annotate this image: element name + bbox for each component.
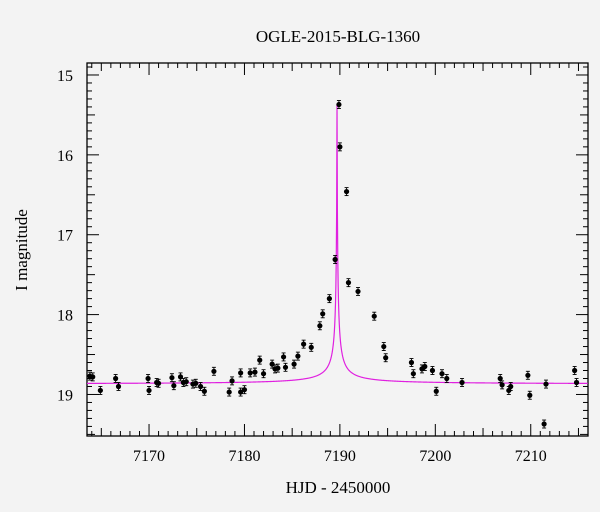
data-point [345, 280, 352, 286]
data-point [408, 359, 415, 366]
data-point [197, 383, 204, 390]
data-point [97, 387, 103, 394]
data-point [499, 382, 505, 388]
data-point [183, 379, 189, 385]
data-point [275, 365, 281, 371]
data-point [508, 383, 514, 390]
data-point [171, 383, 177, 389]
data-point [308, 344, 314, 350]
data-point [169, 375, 175, 381]
data-point [115, 383, 122, 390]
data-point [238, 370, 244, 376]
x-tick-label: 7190 [324, 448, 356, 465]
x-axis-label: HJD - 2450000 [286, 478, 391, 497]
x-tick-label: 7180 [228, 448, 260, 465]
data-point [280, 354, 287, 360]
data-point [371, 313, 377, 319]
axis-ticks: 7170 7180 7190 7200 7210 15 16 17 18 19 [57, 63, 589, 465]
model-curve-layer [87, 104, 588, 384]
x-tick-label: 7200 [419, 448, 451, 465]
data-point [155, 380, 162, 386]
y-tick-label: 18 [57, 308, 73, 325]
data-point [459, 379, 465, 386]
data-point [201, 388, 207, 394]
data-point [541, 421, 547, 427]
data-point [301, 341, 307, 347]
data-point [355, 288, 361, 295]
data-point [527, 392, 533, 398]
data-point [573, 379, 580, 386]
data-point [381, 343, 387, 350]
data-point [543, 381, 549, 387]
data-point [439, 371, 445, 377]
data-point [336, 101, 342, 108]
data-point [241, 387, 248, 393]
data-point [433, 388, 439, 394]
data-point [257, 357, 263, 363]
data-point [337, 144, 343, 150]
data-point [145, 375, 151, 382]
data-point [229, 378, 235, 384]
chart-title: OGLE-2015-BLG-1360 [256, 27, 420, 46]
data-point [282, 364, 289, 370]
data-point [252, 369, 258, 375]
data-point [295, 353, 301, 359]
data-point [238, 389, 244, 395]
data-point [211, 368, 217, 374]
data-point [525, 372, 531, 378]
data-point [383, 355, 389, 361]
y-axis-label: I magnitude [12, 209, 31, 291]
data-point [332, 256, 338, 263]
data-points-layer [87, 100, 580, 429]
data-point [317, 323, 323, 329]
data-point [193, 380, 199, 386]
data-point [247, 370, 253, 376]
y-tick-label: 16 [57, 148, 73, 165]
data-point [429, 367, 436, 374]
y-tick-label: 15 [57, 68, 73, 85]
model-curve [87, 104, 588, 384]
data-point [497, 375, 503, 382]
data-point [269, 361, 275, 367]
data-point [113, 375, 119, 382]
data-point [410, 371, 416, 377]
data-point [422, 363, 428, 370]
data-point [146, 387, 152, 394]
y-tick-label: 17 [57, 228, 73, 245]
data-point [326, 296, 332, 302]
data-point [343, 188, 350, 195]
y-tick-label: 19 [57, 387, 73, 404]
data-point [260, 371, 267, 377]
data-point [320, 311, 326, 317]
data-point [291, 361, 297, 367]
data-point [444, 375, 450, 382]
x-tick-label: 7170 [133, 448, 165, 465]
x-tick-label: 7210 [515, 448, 547, 465]
data-point [572, 367, 578, 374]
data-point [226, 389, 232, 395]
